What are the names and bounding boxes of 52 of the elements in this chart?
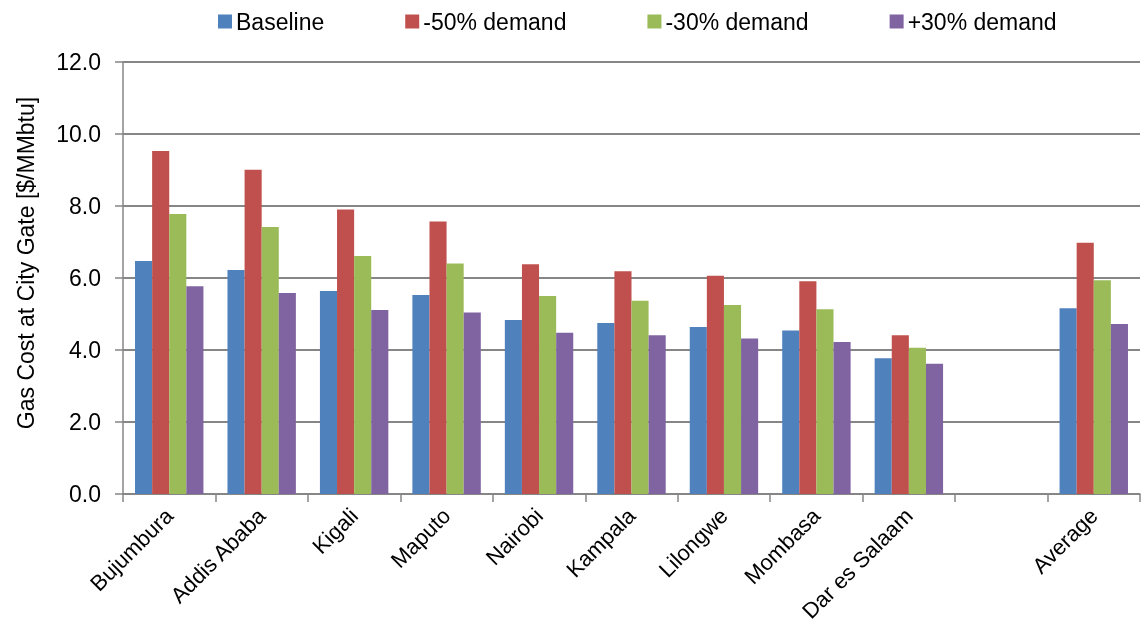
bar — [412, 294, 430, 494]
y-axis-title: Gas Cost at City Gate [$/MMbtu] — [12, 96, 39, 430]
bar — [816, 309, 834, 494]
bar — [261, 226, 279, 494]
bar — [539, 296, 557, 494]
y-tick-label: 4.0 — [69, 337, 101, 363]
bar — [799, 281, 817, 494]
bar — [597, 323, 615, 494]
bar — [135, 261, 153, 494]
bar — [556, 332, 574, 494]
bar — [371, 310, 389, 494]
bar — [169, 213, 187, 494]
bar — [1076, 242, 1094, 494]
bar — [463, 312, 481, 494]
bar — [227, 270, 245, 494]
bar — [631, 300, 649, 494]
y-tick-label: 2.0 — [69, 409, 101, 435]
bar — [278, 293, 296, 494]
bar — [833, 342, 851, 494]
bar — [723, 305, 742, 494]
y-tick-label: 10.0 — [56, 121, 101, 147]
bar — [891, 335, 909, 494]
bar — [319, 290, 338, 494]
bar — [1093, 280, 1111, 494]
legend-label: -30% demand — [665, 8, 809, 35]
bar — [244, 169, 262, 494]
bar — [648, 335, 666, 494]
bar — [908, 347, 926, 494]
y-tick-label: 8.0 — [69, 193, 101, 219]
bar — [1059, 308, 1077, 494]
bar — [925, 363, 944, 494]
bar — [504, 320, 522, 494]
y-tick-label: 6.0 — [69, 265, 101, 291]
bar — [446, 263, 464, 494]
bar — [186, 286, 204, 494]
bar — [337, 209, 355, 494]
bar — [152, 150, 170, 494]
bar — [741, 338, 759, 494]
legend-label: +30% demand — [907, 8, 1057, 35]
y-tick-label: 0.0 — [69, 481, 101, 507]
bar — [706, 275, 724, 494]
legend-label: Baseline — [236, 8, 325, 35]
y-tick-label: 12.0 — [56, 49, 101, 75]
bar — [429, 221, 447, 494]
bar — [1110, 324, 1128, 494]
bar — [782, 330, 800, 494]
legend-label: -50% demand — [423, 8, 567, 35]
bar — [874, 358, 892, 494]
bar — [354, 256, 372, 494]
bar — [689, 326, 707, 494]
bar — [521, 264, 540, 494]
bar — [614, 271, 632, 494]
